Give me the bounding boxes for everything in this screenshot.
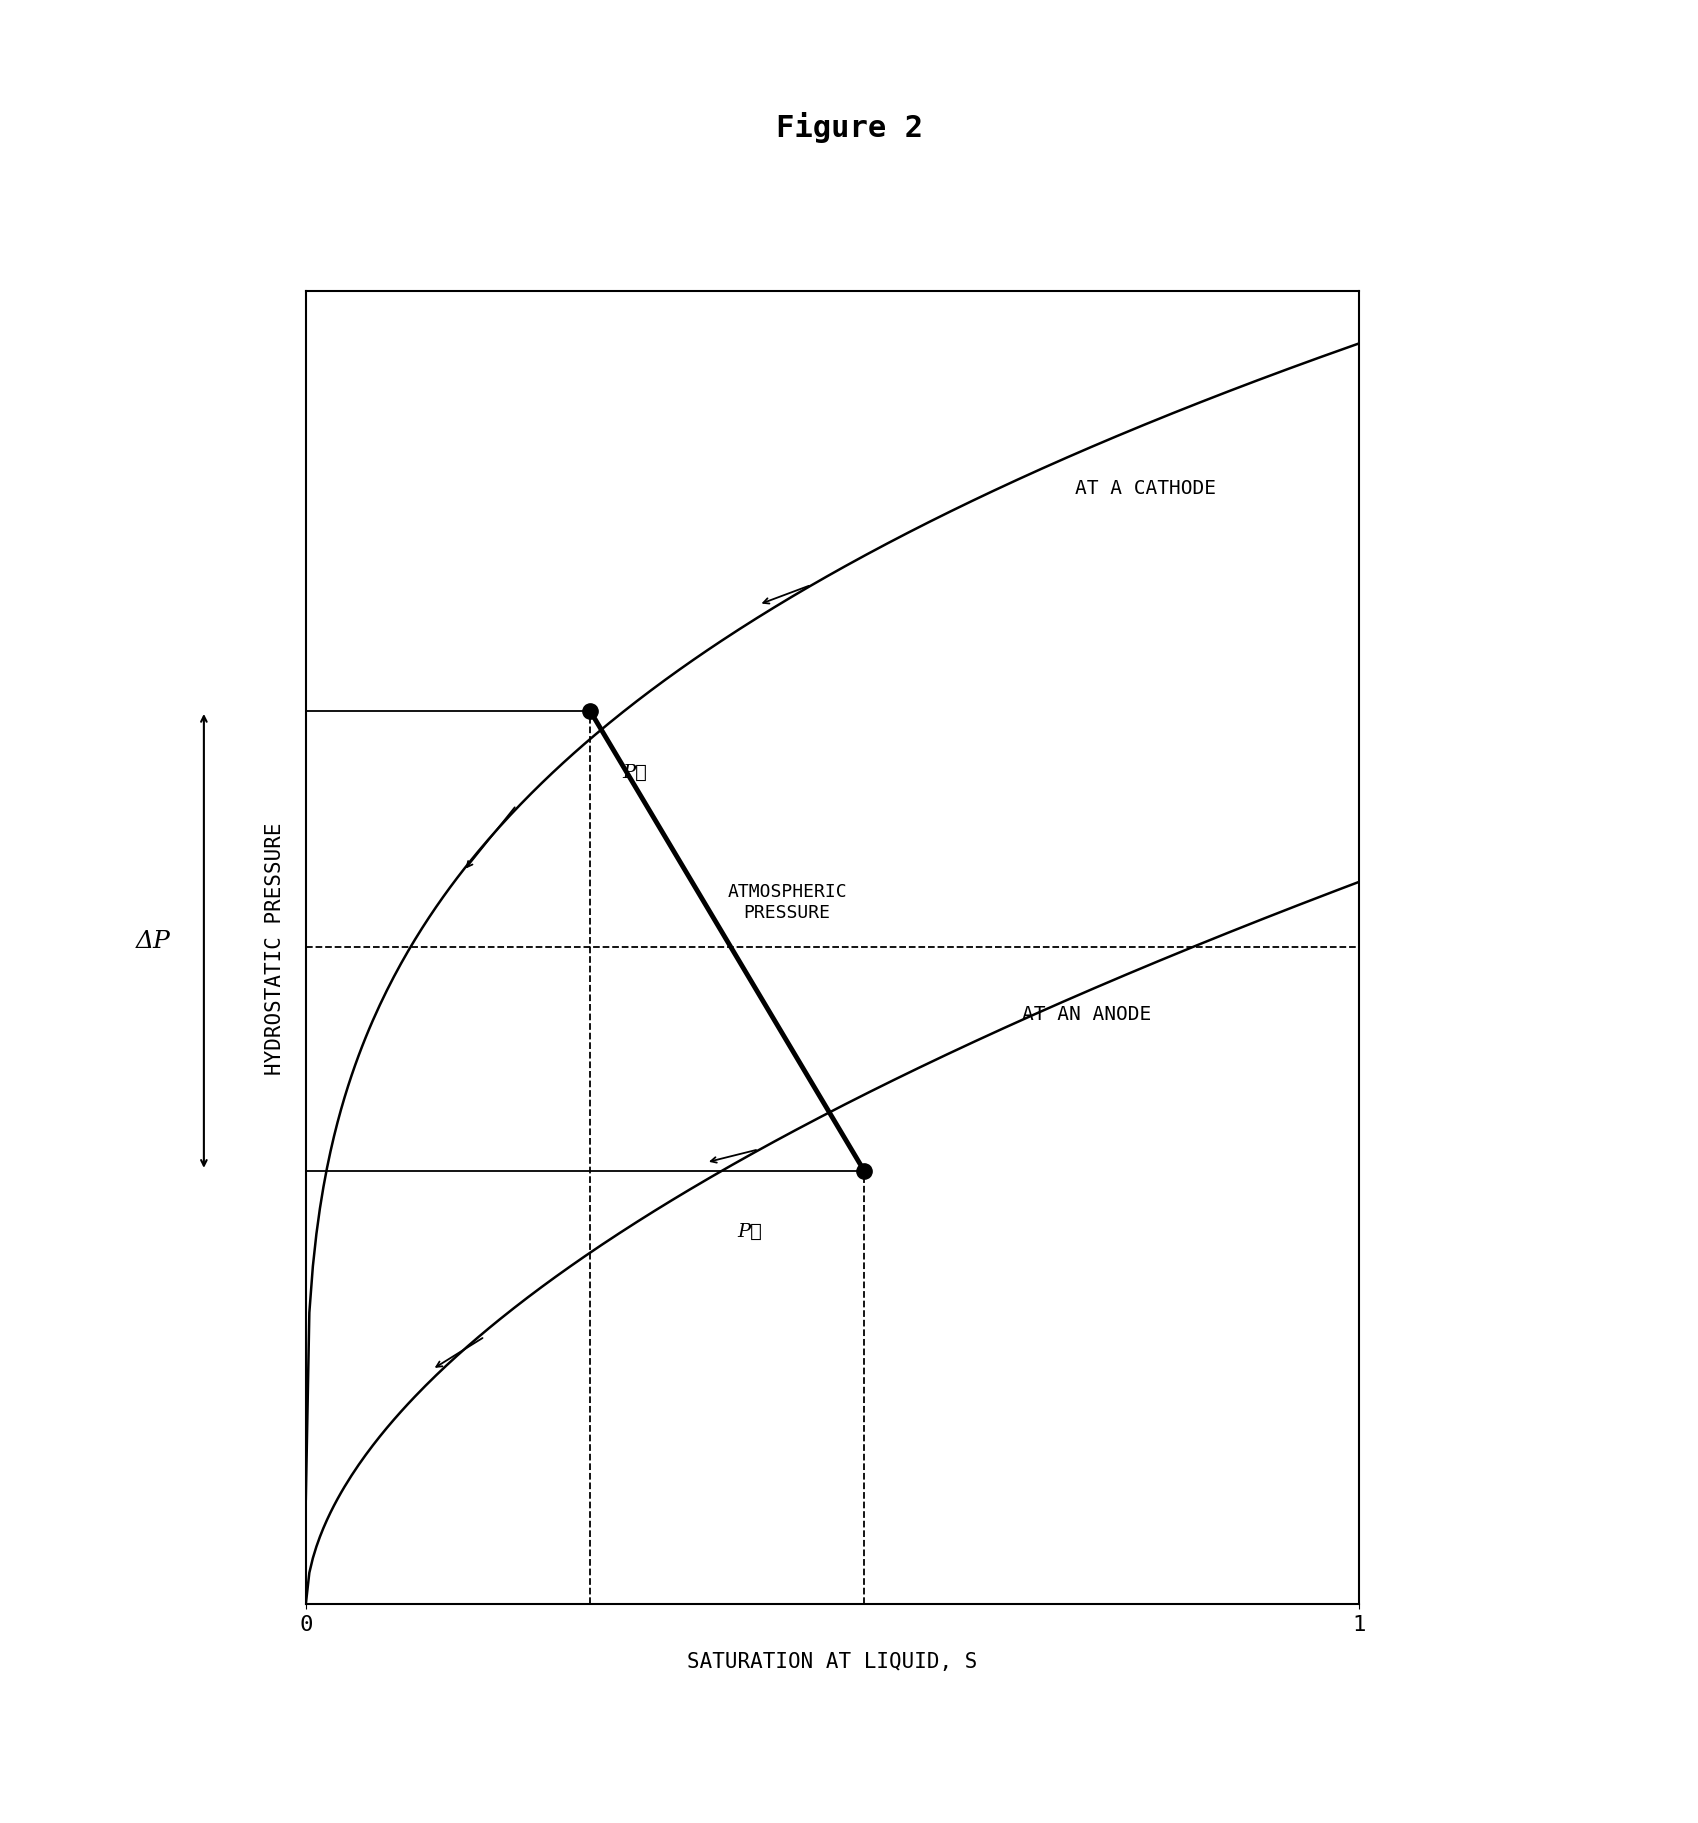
X-axis label: SATURATION AT LIQUID, S: SATURATION AT LIQUID, S: [688, 1650, 976, 1670]
Text: Figure 2: Figure 2: [776, 113, 922, 142]
Text: Pℓ: Pℓ: [621, 764, 647, 782]
Text: ATMOSPHERIC
PRESSURE: ATMOSPHERIC PRESSURE: [727, 882, 846, 921]
Text: ΔP: ΔP: [136, 930, 170, 953]
Text: AT AN ANODE: AT AN ANODE: [1022, 1004, 1151, 1023]
Text: Pℓ: Pℓ: [737, 1223, 762, 1241]
Y-axis label: HYDROSTATIC PRESSURE: HYDROSTATIC PRESSURE: [265, 822, 285, 1074]
Text: AT A CATHODE: AT A CATHODE: [1075, 479, 1216, 498]
